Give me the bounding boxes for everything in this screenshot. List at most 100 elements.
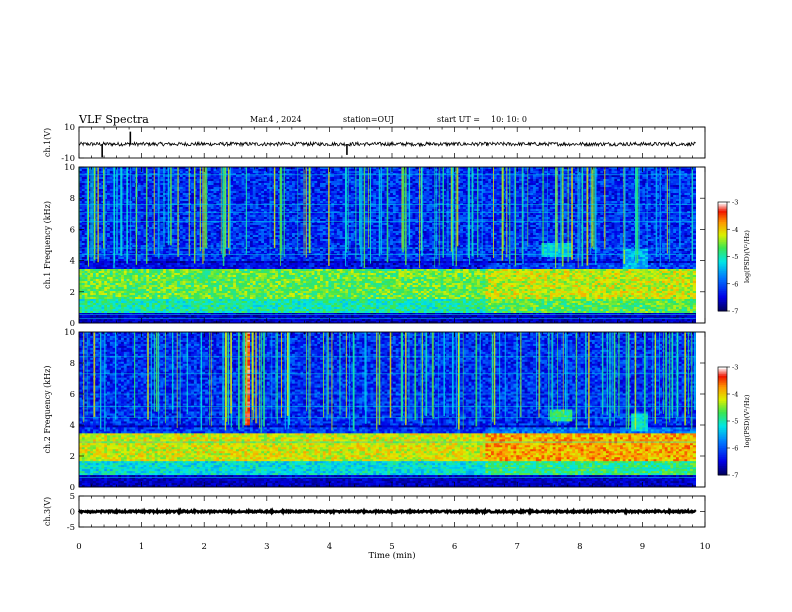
spectrogram-cell: [608, 167, 612, 170]
spectrogram-cell: [269, 175, 273, 178]
spectrogram-cell: [356, 177, 360, 180]
spectrogram-cell: [412, 183, 416, 186]
spectrogram-cell: [395, 179, 399, 182]
spectrogram-cell: [575, 175, 579, 178]
spectrogram-cell: [300, 189, 304, 192]
spectrogram-cell: [84, 173, 88, 176]
spectrogram-cell: [196, 169, 200, 172]
spectrogram-cell: [188, 169, 192, 172]
spectrogram-cell: [87, 185, 91, 188]
spectrogram-cell: [252, 179, 256, 182]
spectrogram-cell: [524, 179, 528, 182]
spectrogram-cell: [502, 183, 506, 186]
spectrogram-cell: [306, 181, 310, 184]
spectrogram-cell: [474, 189, 478, 192]
spectrogram-cell: [502, 179, 506, 182]
spectrogram-cell: [160, 175, 164, 178]
spectrogram-cell: [549, 167, 554, 170]
spectrogram-cell: [432, 177, 436, 180]
spectrogram-cell: [179, 175, 184, 178]
spectrogram-cell: [149, 187, 153, 190]
spectrogram-cell: [575, 171, 579, 174]
spectrogram-cell: [286, 171, 290, 174]
spectrogram-cell: [547, 169, 551, 172]
spectrogram-cell: [440, 169, 444, 172]
spectrogram-cell: [311, 173, 315, 176]
spectrogram-cell: [311, 187, 315, 190]
spectrogram-cell: [661, 185, 666, 188]
spectrogram-cell: [224, 169, 228, 172]
spectrogram-cell: [126, 183, 130, 186]
spectrogram-cell: [339, 181, 343, 184]
spectrogram-cell: [530, 181, 534, 184]
spectrogram-cell: [533, 169, 537, 172]
spectrogram-cell: [569, 177, 573, 180]
spectrogram-cell: [146, 189, 150, 192]
spectrogram-cell: [384, 187, 388, 190]
spectrogram-cell: [325, 173, 329, 176]
spectrogram-cell: [90, 171, 94, 174]
spectrogram-cell: [174, 177, 178, 180]
spectrogram-cell: [398, 175, 402, 178]
spectrogram-cell: [687, 185, 691, 188]
spectrogram-cell: [479, 173, 483, 176]
spectrogram-cell: [95, 185, 100, 188]
spectrogram-cell: [339, 179, 343, 182]
spectrogram-cell: [597, 167, 601, 170]
spectrogram-cell: [650, 171, 654, 174]
spectrogram-cell: [538, 179, 542, 182]
spectrogram-cell: [406, 189, 411, 192]
spectrogram-cell: [261, 167, 265, 170]
spectrogram-cell: [238, 169, 242, 172]
spectrogram-cell: [482, 187, 486, 190]
spectrogram-cell: [151, 179, 156, 182]
spectrogram-cell: [516, 167, 520, 170]
spectrogram-cell: [692, 179, 697, 182]
spectrogram-cell: [207, 169, 212, 172]
spectrogram-cell: [530, 173, 534, 176]
spectrogram-cell: [563, 181, 568, 184]
spectrogram-cell: [348, 181, 352, 184]
spectrogram-cell: [269, 167, 273, 170]
spectrogram-cell: [569, 183, 573, 186]
spectrogram-cell: [188, 183, 192, 186]
spectrogram-cell: [241, 181, 245, 184]
spectrogram-cell: [334, 171, 338, 174]
spectrogram-cell: [409, 185, 413, 188]
spectrogram-cell: [619, 169, 624, 172]
spectrogram-cell: [297, 187, 301, 190]
spectrogram-cell: [107, 173, 111, 176]
spectrogram-cell: [263, 177, 268, 180]
spectrogram-cell: [79, 185, 83, 188]
spectrogram-cell: [320, 169, 324, 172]
spectrogram-cell: [631, 177, 635, 180]
spectrogram-cell: [151, 189, 156, 192]
spectrogram-cell: [255, 175, 259, 178]
spectrogram-cell: [390, 173, 394, 176]
spectrogram-cell: [165, 167, 170, 170]
spectrogram-cell: [79, 181, 83, 184]
spectrogram-cell: [348, 183, 352, 186]
spectrogram-cell: [98, 169, 102, 172]
spectrogram-cell: [95, 183, 100, 186]
spectrogram-cell: [322, 171, 327, 174]
spectrogram-cell: [300, 179, 304, 182]
spectrogram-cell: [611, 167, 615, 170]
spectrogram-cell: [619, 181, 624, 184]
spectrogram-cell: [499, 181, 503, 184]
spectrogram-cell: [569, 171, 573, 174]
spectrogram-cell: [303, 185, 307, 188]
spectrogram-cell: [185, 185, 189, 188]
spectrogram-cell: [628, 177, 632, 180]
spectrogram-cell: [429, 171, 433, 174]
spectrogram-cell: [617, 177, 621, 180]
spectrogram-cell: [331, 169, 335, 172]
spectrogram-cell: [292, 167, 296, 170]
spectrogram-cell: [109, 185, 114, 188]
spectrogram-cell: [123, 183, 128, 186]
spectrogram-cell: [485, 173, 489, 176]
spectrogram-cell: [306, 185, 310, 188]
spectrogram-cell: [631, 169, 635, 172]
spectrogram-cell: [151, 167, 156, 170]
spectrogram-cell: [350, 179, 355, 182]
